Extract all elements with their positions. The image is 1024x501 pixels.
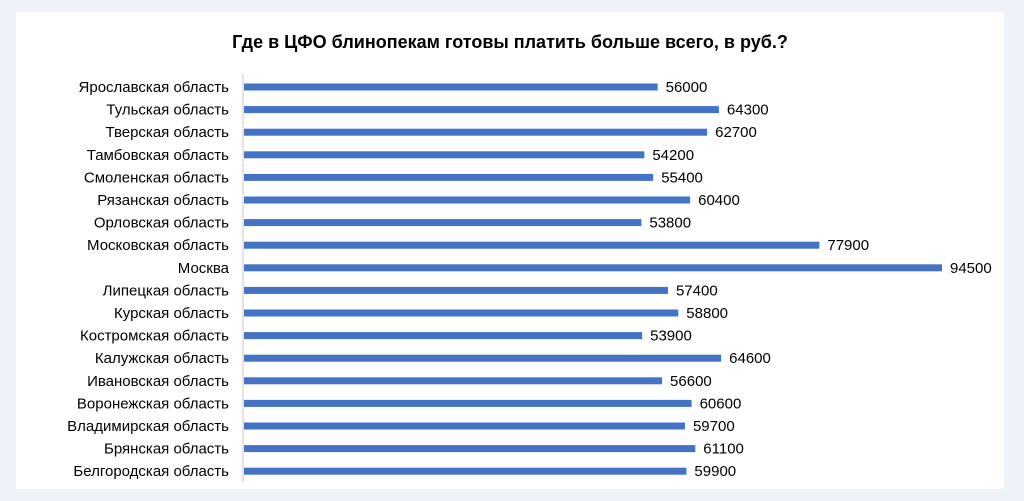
- data-label: 64300: [727, 102, 769, 119]
- category-label: Брянская область: [104, 441, 229, 458]
- category-label: Тульская область: [106, 102, 229, 119]
- data-label: 94500: [950, 260, 992, 277]
- data-label: 55400: [661, 169, 703, 186]
- category-label: Владимирская область: [67, 418, 229, 435]
- bar: [244, 422, 685, 430]
- data-label: 59700: [693, 418, 735, 435]
- category-label: Липецкая область: [103, 282, 230, 299]
- data-label: 77900: [827, 237, 869, 254]
- bar: [244, 196, 691, 204]
- bar: [244, 128, 708, 136]
- bar: [244, 309, 679, 317]
- category-label: Калужская область: [95, 350, 229, 367]
- data-label: 56600: [670, 373, 712, 390]
- category-label: Воронежская область: [77, 395, 229, 412]
- data-label: 60400: [698, 192, 740, 209]
- chart-card: Где в ЦФО блинопекам готовы платить боль…: [16, 12, 1004, 489]
- category-label: Орловская область: [94, 215, 229, 232]
- bar: [244, 445, 696, 453]
- data-label: 57400: [676, 282, 718, 299]
- data-label: 62700: [715, 124, 757, 141]
- bar-chart: Ярославская область 56000 Тульская область…: [67, 74, 992, 482]
- category-label: Москва: [178, 260, 230, 277]
- category-label: Ивановская область: [87, 373, 229, 390]
- data-label: 56000: [666, 79, 708, 96]
- category-label: Костромская область: [80, 328, 229, 345]
- bar: [244, 467, 687, 475]
- category-label: Смоленская область: [84, 169, 229, 186]
- data-label: 53900: [650, 328, 692, 345]
- category-label: Тверская область: [105, 124, 229, 141]
- data-label: 64600: [729, 350, 771, 367]
- category-label: Рязанская область: [97, 192, 229, 209]
- bar: [244, 264, 942, 272]
- bar: [244, 219, 642, 227]
- category-label: Курская область: [114, 305, 229, 322]
- data-label: 53800: [649, 215, 691, 232]
- data-label: 58800: [686, 305, 728, 322]
- bar: [244, 399, 692, 407]
- data-label: 54200: [652, 147, 694, 164]
- bar: [244, 332, 643, 340]
- data-label: 60600: [700, 395, 742, 412]
- bar: [244, 83, 658, 91]
- data-label: 61100: [703, 441, 744, 458]
- category-label: Московская область: [87, 237, 229, 254]
- bar: [244, 286, 668, 294]
- category-label: Ярославская область: [79, 79, 230, 96]
- bar: [244, 173, 654, 181]
- bar: [244, 354, 722, 362]
- data-label: 59900: [694, 463, 736, 480]
- bar: [244, 106, 719, 114]
- chart-title: Где в ЦФО блинопекам готовы платить боль…: [232, 32, 788, 52]
- bar: [244, 377, 663, 385]
- category-label: Тамбовская область: [87, 147, 229, 164]
- bar: [244, 241, 820, 249]
- category-label: Белгородская область: [73, 463, 229, 480]
- bar: [244, 151, 645, 159]
